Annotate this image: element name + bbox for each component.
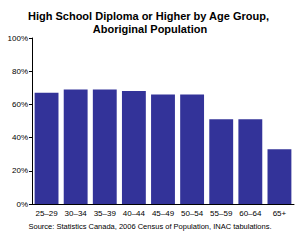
svg-text:0%: 0% — [16, 200, 28, 209]
svg-text:Aboriginal Population: Aboriginal Population — [93, 23, 208, 35]
svg-text:100%: 100% — [8, 34, 28, 43]
svg-text:40–44: 40–44 — [123, 209, 146, 218]
svg-text:45–49: 45–49 — [152, 209, 175, 218]
svg-text:60%: 60% — [12, 100, 28, 109]
svg-text:50–54: 50–54 — [181, 209, 204, 218]
svg-text:High School Diploma or Higher: High School Diploma or Higher by Age Gro… — [28, 10, 272, 22]
svg-text:20%: 20% — [12, 166, 28, 175]
svg-text:80%: 80% — [12, 67, 28, 76]
svg-text:60–64: 60–64 — [239, 209, 262, 218]
svg-text:35–39: 35–39 — [94, 209, 117, 218]
svg-text:40%: 40% — [12, 133, 28, 142]
svg-text:65+: 65+ — [273, 209, 287, 218]
svg-text:55–59: 55–59 — [210, 209, 233, 218]
svg-text:25–29: 25–29 — [35, 209, 58, 218]
svg-text:30–34: 30–34 — [65, 209, 88, 218]
svg-text:Source: Statistics Canada, 200: Source: Statistics Canada, 2006 Census o… — [28, 222, 271, 231]
